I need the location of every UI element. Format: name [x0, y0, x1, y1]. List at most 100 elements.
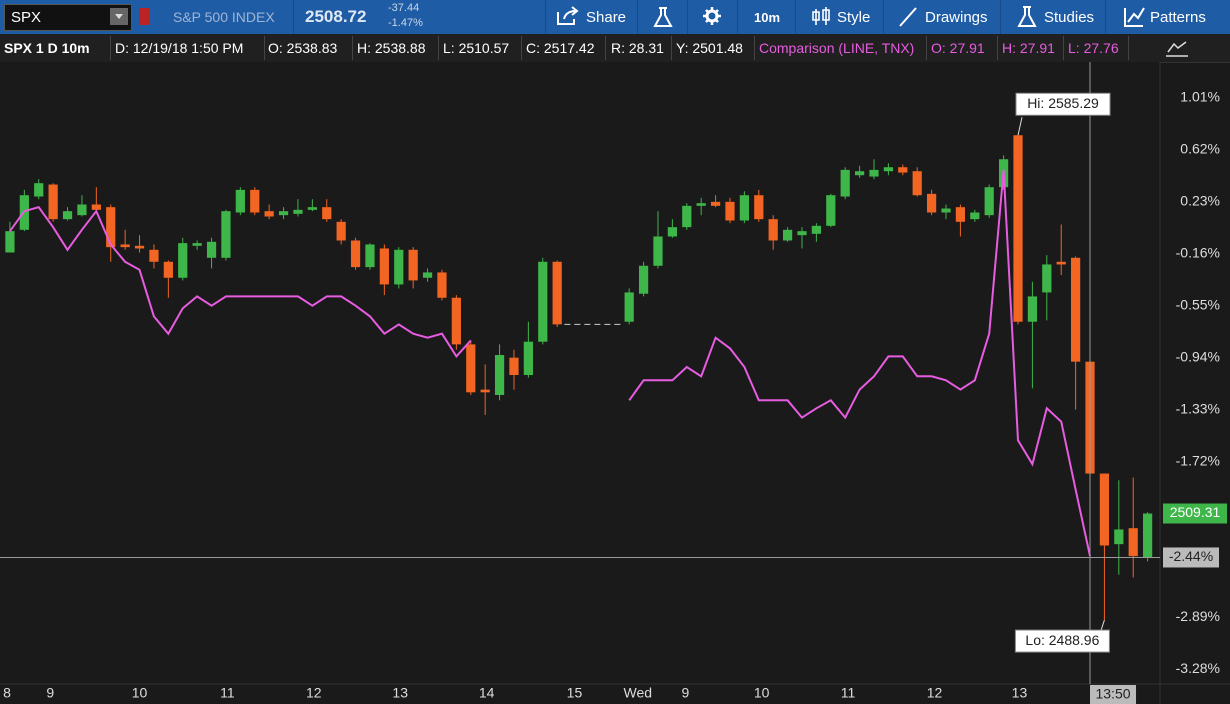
button-label: Patterns: [1150, 9, 1206, 26]
crosshair-time-label: 13:50: [1095, 686, 1130, 702]
candle-body: [955, 207, 966, 222]
x-tick-label: 10: [132, 685, 148, 701]
candle-body: [466, 344, 476, 393]
y-tick-label: -1.33%: [1176, 400, 1220, 416]
crosshair-time-box: [1090, 685, 1137, 704]
candle-body: [984, 187, 994, 216]
style-button[interactable]: Style: [795, 0, 884, 34]
y-tick-label: 1.01%: [1180, 89, 1220, 105]
drawings-button[interactable]: Drawings: [883, 0, 1001, 34]
candle-body: [307, 207, 317, 210]
patterns-button[interactable]: Patterns: [1105, 0, 1230, 34]
x-tick-label: 13: [392, 685, 408, 701]
button-label: 10m: [754, 10, 781, 25]
candle-body: [106, 207, 116, 248]
hi-box: [1015, 92, 1111, 116]
x-tick-label: Wed: [624, 685, 653, 701]
y-tick-label: -0.94%: [1176, 348, 1220, 364]
x-tick-label: 12: [306, 685, 322, 701]
share-icon: [557, 6, 579, 25]
chart-title: SPX 1 D 10m: [4, 40, 90, 56]
candle-body: [624, 292, 634, 322]
candle-body: [422, 272, 433, 278]
settings-button[interactable]: [687, 0, 738, 34]
flask-icon: [653, 7, 673, 27]
last-price-box: [1163, 503, 1227, 524]
candle-body: [782, 229, 793, 241]
candle-body: [1143, 513, 1153, 558]
last-price-label: 2509.31: [1170, 504, 1221, 520]
x-tick-label: 9: [681, 685, 689, 701]
studies-button[interactable]: Studies: [1000, 0, 1106, 34]
info-bar: SPX 1 D 10m D: 12/19/18 1:50 PM O: 2538.…: [0, 34, 1230, 63]
x-tick-label: 10: [754, 685, 770, 701]
candle-body: [336, 221, 346, 241]
candle-body: [19, 195, 29, 230]
plot-area: [0, 62, 1160, 684]
info-item: Y: 2501.48: [676, 40, 743, 56]
gear-icon: [703, 7, 721, 25]
candle-body: [48, 184, 58, 220]
candle-body: [365, 244, 375, 268]
comparison-name: Comparison (LINE, TNX): [759, 40, 915, 56]
candle-body: [509, 357, 519, 375]
y-tick-label: -1.72%: [1176, 452, 1220, 468]
button-label: Studies: [1044, 9, 1095, 26]
y-tick-label: 0.62%: [1180, 141, 1220, 157]
symbol-box[interactable]: SPX: [4, 4, 132, 31]
candle-body: [523, 341, 533, 375]
style-icon: [812, 7, 830, 25]
comparison-item: O: 27.91: [931, 40, 985, 56]
info-item: C: 2517.42: [526, 40, 595, 56]
candle-body: [34, 183, 44, 197]
candle-body: [322, 207, 332, 220]
candle-body: [379, 248, 389, 285]
candle-body: [739, 195, 749, 221]
candle-body: [638, 265, 649, 294]
x-tick-label: 14: [479, 685, 495, 701]
candle-body: [5, 231, 15, 253]
candle-body: [941, 208, 951, 213]
interval-button[interactable]: 10m: [737, 0, 796, 34]
candle-body: [221, 211, 231, 258]
candle-body: [250, 189, 260, 213]
candle-body: [797, 231, 807, 236]
info-item: L: 2510.57: [443, 40, 510, 56]
candle-body: [206, 241, 217, 258]
x-tick-label: 12: [927, 685, 943, 701]
info-item: R: 28.31: [611, 40, 664, 56]
candle-body: [235, 189, 245, 213]
hi-label: Hi: 2585.29: [1027, 95, 1099, 111]
alert-flag[interactable]: [139, 8, 149, 25]
button-label: Style: [837, 9, 871, 26]
candle-body: [278, 211, 289, 216]
candle-body: [1042, 264, 1052, 293]
candle-body: [754, 195, 764, 220]
y-tick-label: -0.55%: [1176, 296, 1220, 312]
y-tick-label: 0.23%: [1180, 193, 1220, 209]
candle-body: [1056, 261, 1066, 265]
candle-body: [120, 244, 130, 248]
candle-body: [451, 297, 461, 345]
share-button[interactable]: Share: [545, 0, 638, 34]
candle-body: [998, 159, 1009, 188]
candle-body: [768, 219, 778, 241]
candle-body: [437, 272, 447, 298]
x-tick-label: 15: [567, 685, 583, 701]
candle-body: [826, 195, 836, 226]
candle-body: [682, 205, 692, 228]
x-tick-label: 11: [841, 685, 856, 701]
candle-body: [667, 227, 677, 237]
drawings-icon: [899, 7, 917, 27]
x-tick-label: 11: [220, 685, 235, 701]
studies-icon: [1017, 6, 1037, 27]
dropdown[interactable]: [110, 8, 128, 25]
candle-body: [1071, 257, 1081, 362]
candle-body: [869, 169, 879, 177]
candle-body: [653, 236, 663, 266]
flask-button[interactable]: [637, 0, 688, 34]
candle-body: [898, 167, 908, 173]
candle-body: [538, 261, 548, 342]
candle-body: [1099, 473, 1110, 546]
